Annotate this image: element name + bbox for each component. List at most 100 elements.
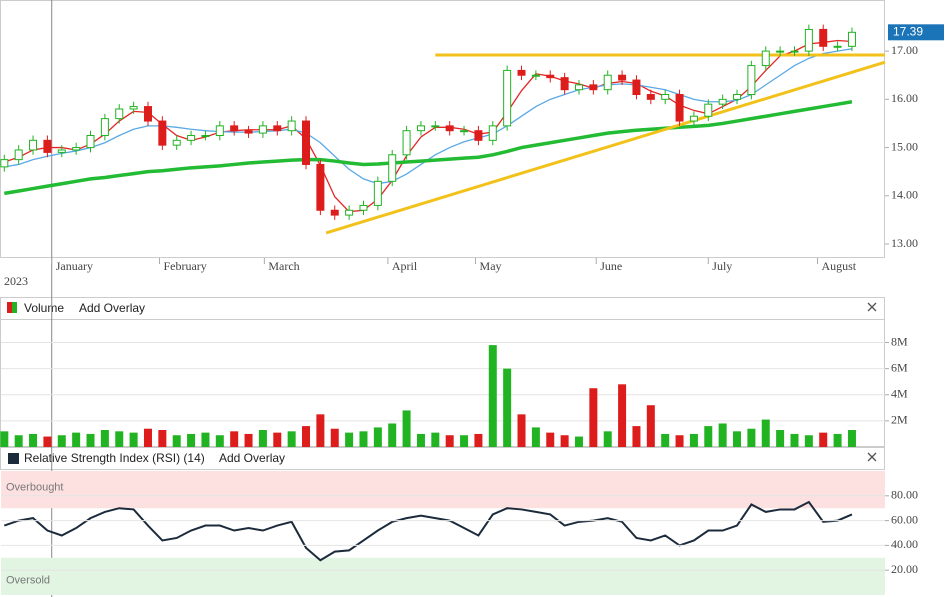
- volume-bar: [100, 430, 109, 447]
- volume-bar: [503, 368, 512, 447]
- candle-body: [503, 69, 512, 127]
- candle-body: [0, 159, 9, 168]
- volume-bar: [330, 428, 339, 447]
- add-overlay-button[interactable]: Add Overlay: [79, 301, 145, 315]
- zone-label: Overbought: [6, 482, 63, 494]
- candle-body: [129, 106, 138, 110]
- volume-bar: [675, 435, 684, 447]
- volume-bar: [603, 431, 612, 447]
- candle-body: [29, 139, 38, 151]
- candle-body: [345, 209, 354, 216]
- candle-body: [474, 130, 483, 141]
- candle-body: [661, 94, 670, 100]
- y-tick-label: 80.00: [891, 488, 918, 502]
- volume-bar: [488, 345, 497, 447]
- candle-body: [675, 94, 684, 122]
- zone-label: Oversold: [6, 574, 50, 586]
- price-panel: [0, 0, 885, 258]
- rsi-zone: [1, 557, 885, 595]
- candle-body: [517, 69, 526, 76]
- close-button[interactable]: [867, 302, 877, 312]
- volume-bar: [115, 431, 124, 447]
- volume-bar: [72, 432, 81, 447]
- candle-body: [718, 98, 727, 105]
- volume-bar: [359, 431, 368, 447]
- candle-body: [86, 135, 95, 149]
- volume-bar: [0, 431, 9, 447]
- volume-bar: [460, 435, 469, 447]
- candle-body: [158, 120, 167, 146]
- volume-bar: [187, 433, 196, 447]
- candle-body: [833, 45, 842, 48]
- rsi-header: [0, 447, 885, 470]
- candle-body: [488, 125, 497, 141]
- volume-bar: [29, 433, 38, 447]
- y-tick-label: 14.00: [891, 188, 918, 202]
- x-tick-label: May: [480, 259, 502, 273]
- candle-body: [388, 154, 397, 182]
- moving-average: [4, 100, 853, 196]
- candle-body: [790, 50, 799, 53]
- volume-bar: [129, 432, 138, 447]
- candle-body: [603, 74, 612, 91]
- candle-body: [761, 50, 770, 67]
- volume-bar: [531, 427, 540, 447]
- volume-bar: [287, 431, 296, 447]
- candle-body: [57, 149, 66, 153]
- volume-bar: [14, 435, 23, 447]
- candle-body: [172, 139, 181, 146]
- y-tick-label: 20.00: [891, 562, 918, 576]
- volume-bar: [661, 433, 670, 447]
- y-tick-label: 15.00: [891, 139, 918, 153]
- candle-body: [689, 115, 698, 122]
- candle-body: [115, 108, 124, 120]
- add-overlay-button[interactable]: Add Overlay: [219, 451, 285, 465]
- y-tick-label: 6M: [891, 360, 908, 374]
- volume-bar: [244, 433, 253, 447]
- volume-bar: [273, 432, 282, 447]
- volume-bar: [776, 430, 785, 447]
- candle-body: [72, 147, 81, 151]
- y-tick-label: 8M: [891, 334, 908, 348]
- candle-body: [330, 209, 339, 216]
- candle-body: [187, 135, 196, 141]
- last-price-label: 17.39: [893, 24, 923, 38]
- volume-bar: [316, 414, 325, 447]
- volume-panel: [0, 319, 885, 447]
- x-tick-label: July: [712, 259, 732, 273]
- candle-body: [215, 125, 224, 137]
- volume-bar: [230, 431, 239, 447]
- volume-bar: [43, 436, 52, 447]
- volume-bar: [416, 433, 425, 447]
- candle-body: [244, 130, 253, 134]
- candle-body: [460, 130, 469, 133]
- volume-bar: [560, 435, 569, 447]
- volume-bar: [402, 410, 411, 447]
- candle-body: [733, 94, 742, 100]
- y-tick-label: 2M: [891, 413, 908, 427]
- candle-body: [804, 28, 813, 52]
- candle-body: [230, 125, 239, 132]
- candle-body: [589, 84, 598, 91]
- candle-body: [201, 135, 210, 138]
- volume-bar: [646, 405, 655, 447]
- volume-bar: [847, 430, 856, 447]
- volume-bar: [546, 432, 555, 447]
- volume-bar: [574, 436, 583, 447]
- x-tick-label: January: [56, 259, 93, 273]
- volume-bar: [86, 433, 95, 447]
- rsi-line: [3, 500, 853, 562]
- volume-bar: [474, 433, 483, 447]
- rsi-zone: [1, 471, 885, 509]
- volume-title: Volume: [24, 301, 64, 315]
- x-tick-label: June: [600, 259, 622, 273]
- y-tick-label: 4M: [891, 387, 908, 401]
- close-button[interactable]: [867, 452, 877, 462]
- candle-body: [258, 125, 267, 134]
- volume-bar: [790, 433, 799, 447]
- volume-bar: [718, 423, 727, 447]
- volume-bar: [373, 427, 382, 447]
- candle-body: [316, 163, 325, 211]
- volume-bar: [618, 384, 627, 447]
- candle-body: [287, 120, 296, 132]
